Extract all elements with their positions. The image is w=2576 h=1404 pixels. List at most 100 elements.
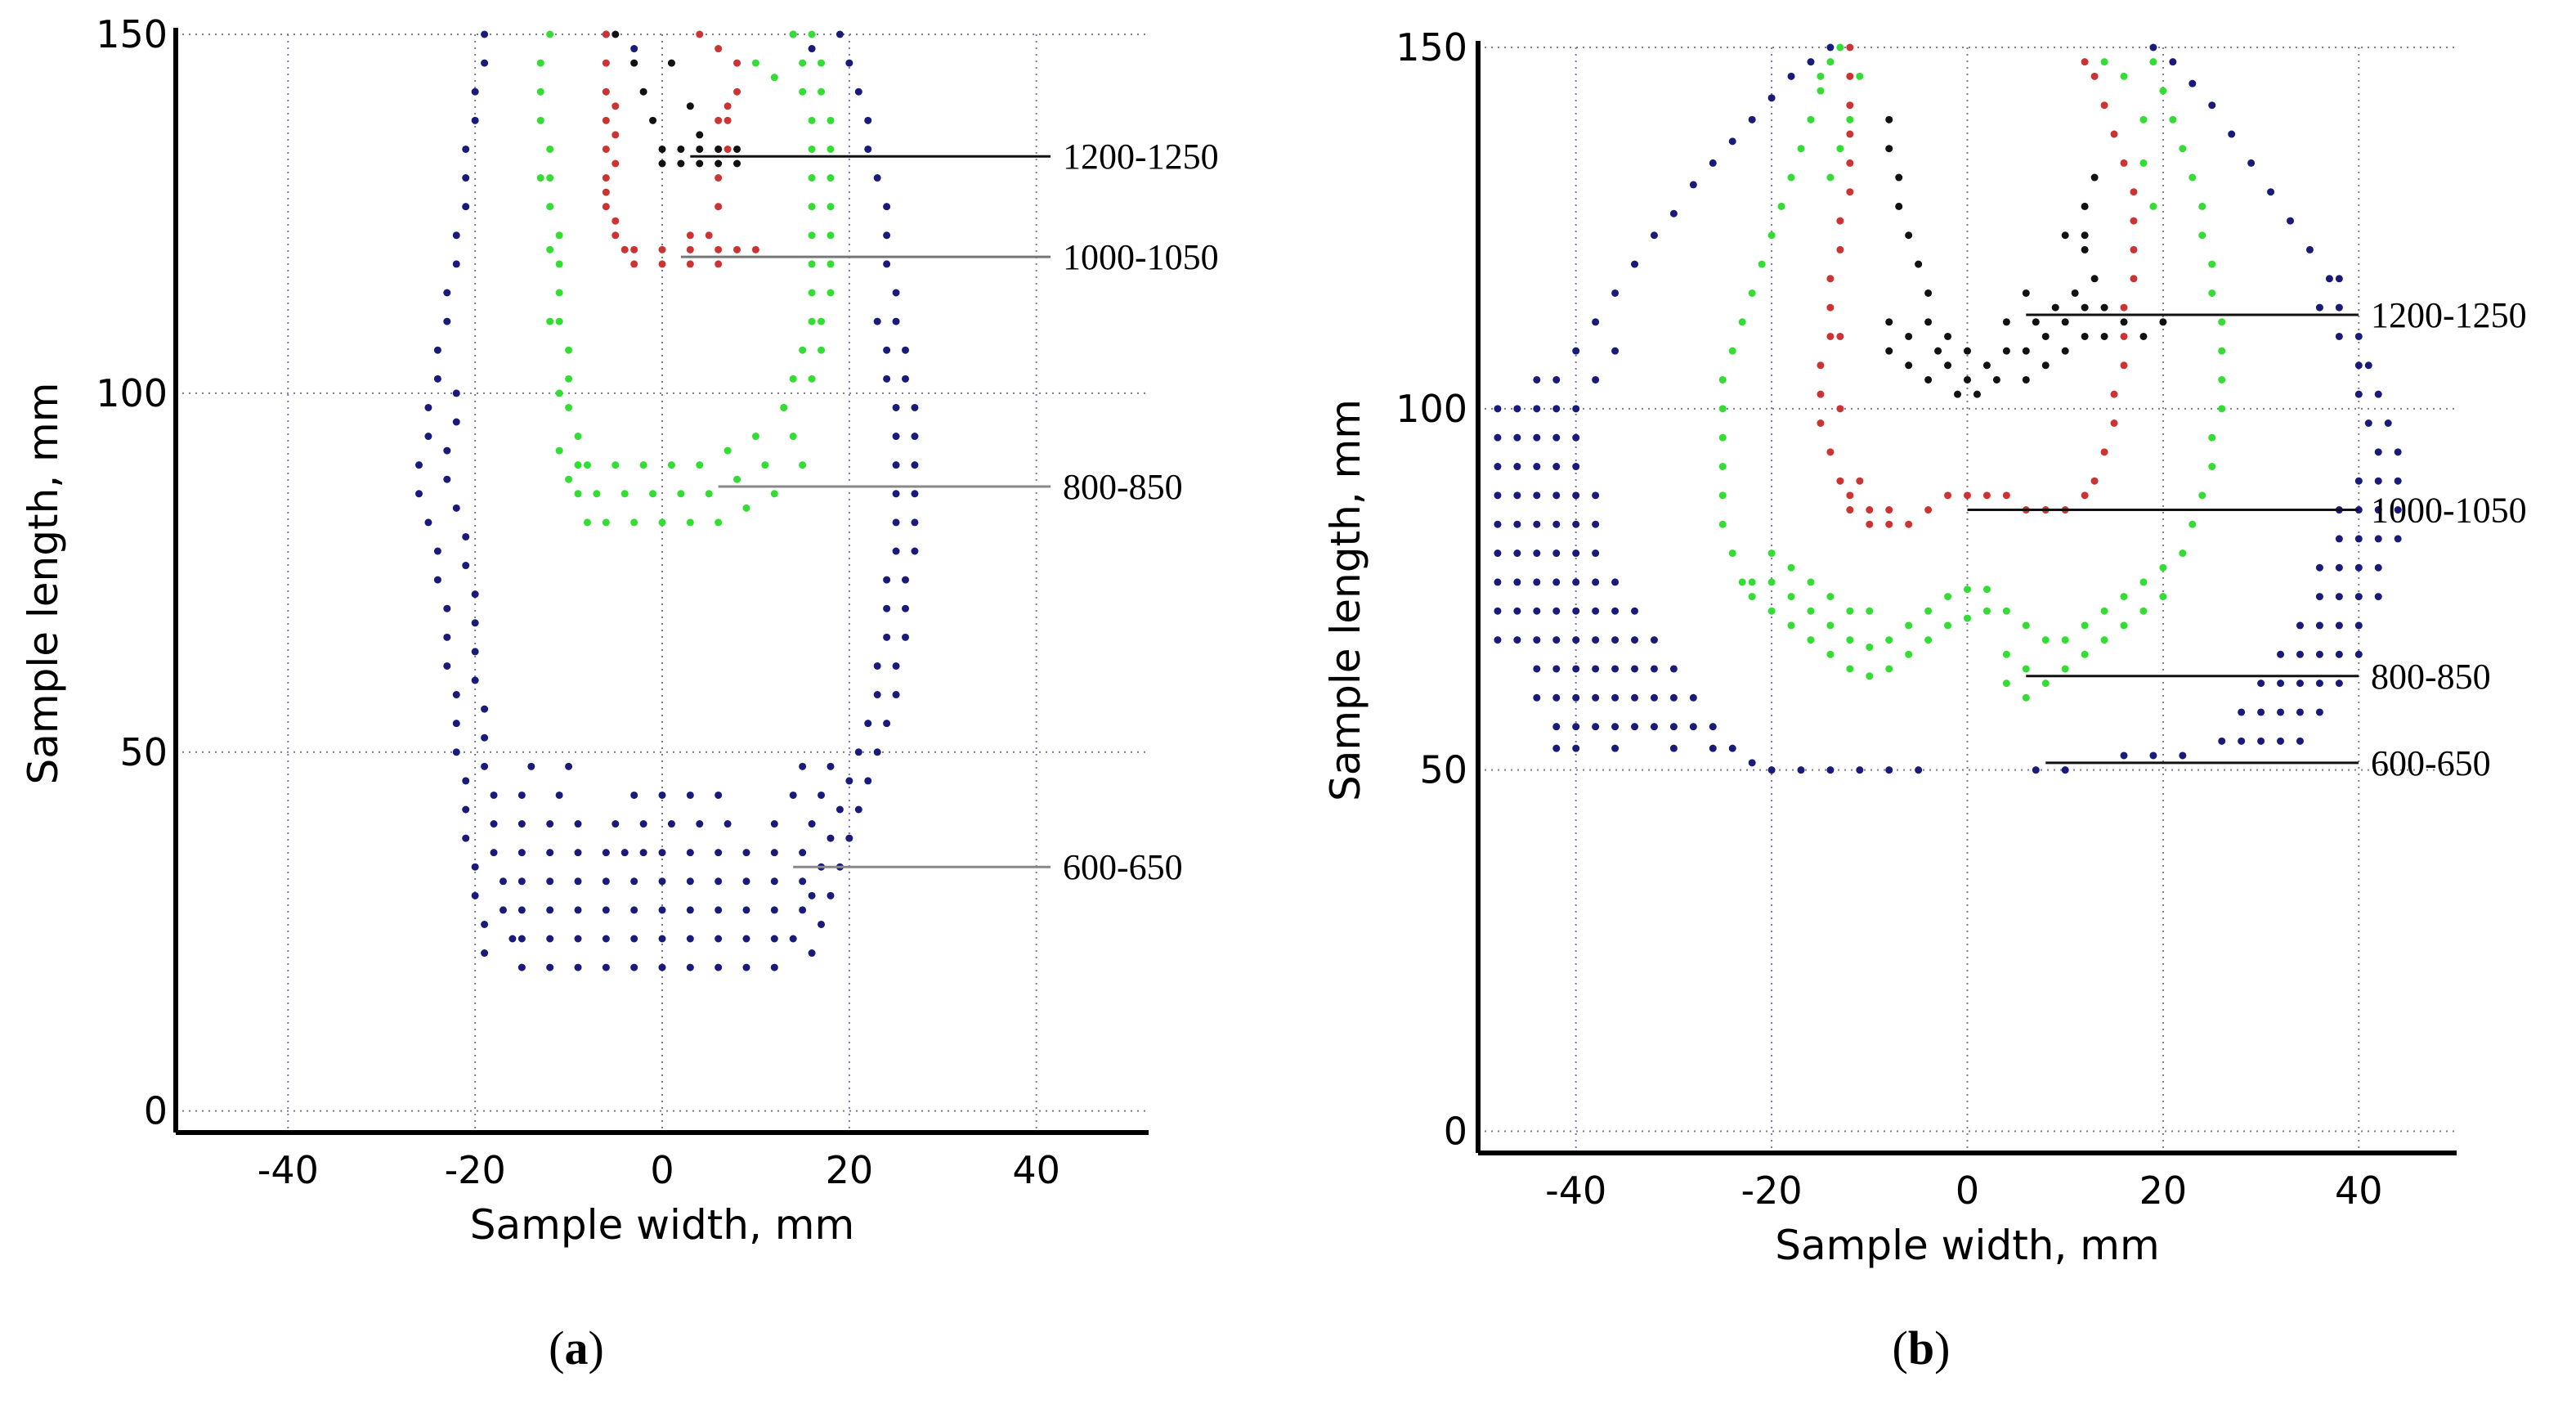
- data-point: [2061, 347, 2069, 355]
- data-point: [2315, 303, 2323, 312]
- data-point: [799, 59, 807, 67]
- data-point: [2139, 607, 2148, 615]
- data-point: [2071, 289, 2079, 297]
- data-point: [574, 906, 582, 914]
- data-point: [612, 102, 620, 110]
- data-point: [555, 389, 563, 397]
- data-point: [602, 518, 610, 527]
- data-point: [2032, 766, 2040, 774]
- data-point: [724, 446, 732, 455]
- data-point: [911, 461, 919, 469]
- data-point: [1924, 506, 1933, 514]
- data-point: [2218, 737, 2226, 745]
- data-point: [1924, 289, 1933, 297]
- data-point: [1885, 318, 1893, 326]
- data-point: [630, 935, 638, 943]
- data-point: [1982, 607, 1991, 615]
- data-point: [836, 30, 844, 38]
- panel-b: -40 -20 0 20 40 0 50 100 150 Sample width, mm Samp…: [1322, 25, 2527, 1375]
- data-point: [471, 676, 479, 684]
- data-point: [471, 87, 479, 96]
- data-point: [1572, 744, 1580, 752]
- data-point: [546, 245, 554, 253]
- data-point: [715, 518, 723, 527]
- data-point: [686, 245, 694, 253]
- data-point: [883, 576, 891, 584]
- data-point: [1552, 549, 1561, 558]
- data-point: [481, 762, 489, 770]
- data-point: [462, 203, 470, 211]
- data-point: [1885, 145, 1893, 153]
- data-point: [883, 604, 891, 612]
- data-point: [799, 762, 807, 770]
- data-point: [1572, 578, 1580, 586]
- data-point: [715, 260, 723, 268]
- data-point: [789, 375, 797, 383]
- data-point: [2296, 650, 2304, 658]
- data-point: [555, 791, 563, 799]
- data-point: [2081, 650, 2089, 658]
- data-point: [2061, 231, 2069, 240]
- data-point: [1905, 231, 1913, 240]
- data-point: [808, 317, 816, 325]
- data-point: [2325, 275, 2333, 283]
- x-tick-label: 40: [1012, 1148, 1060, 1192]
- data-point: [799, 877, 807, 886]
- data-point: [2139, 159, 2148, 167]
- data-point: [1494, 636, 1502, 644]
- data-point: [686, 849, 694, 857]
- data-point: [2002, 491, 2010, 500]
- data-point: [574, 490, 582, 498]
- data-point: [883, 375, 891, 383]
- data-point: [864, 145, 872, 153]
- data-point: [2238, 737, 2246, 745]
- data-point: [770, 849, 778, 857]
- data-point: [827, 203, 835, 211]
- data-point: [1767, 231, 1776, 240]
- y-tick-label: 50: [1419, 748, 1467, 792]
- data-point: [873, 174, 881, 182]
- data-point: [789, 30, 797, 38]
- data-point: [1856, 477, 1864, 485]
- data-point: [1836, 405, 1844, 413]
- data-point: [667, 461, 675, 469]
- data-point: [1728, 137, 1736, 146]
- data-point: [1846, 491, 1854, 500]
- data-point: [1572, 636, 1580, 644]
- data-point: [2238, 708, 2246, 716]
- data-point: [2061, 766, 2069, 774]
- data-point: [770, 74, 778, 82]
- data-point: [612, 131, 620, 139]
- data-point: [2374, 390, 2382, 398]
- data-point: [2081, 202, 2089, 210]
- data-point: [808, 820, 816, 828]
- data-point: [1826, 173, 1835, 182]
- data-point: [883, 633, 891, 641]
- data-point: [1885, 115, 1893, 123]
- data-point: [639, 820, 647, 828]
- data-point: [2305, 245, 2314, 253]
- data-point: [799, 461, 807, 469]
- data-point: [1533, 693, 1541, 702]
- data-point: [883, 260, 891, 268]
- data-point: [612, 217, 620, 225]
- data-point: [630, 260, 638, 268]
- data-point: [508, 935, 517, 943]
- data-point: [1767, 578, 1776, 586]
- data-point: [546, 820, 554, 828]
- data-point: [2218, 318, 2226, 326]
- x-tick-label: -40: [258, 1148, 319, 1192]
- data-point: [2354, 361, 2363, 370]
- data-point: [1915, 260, 1923, 268]
- data-point: [2384, 419, 2392, 428]
- data-point: [902, 633, 909, 641]
- data-point: [1982, 491, 1991, 500]
- data-point: [471, 648, 479, 656]
- data-point: [733, 145, 741, 153]
- data-point: [2208, 289, 2216, 297]
- data-point: [1709, 723, 1717, 731]
- data-point: [2277, 650, 2285, 658]
- data-point: [1856, 72, 1864, 80]
- data-point: [1924, 636, 1933, 644]
- data-point: [854, 805, 862, 814]
